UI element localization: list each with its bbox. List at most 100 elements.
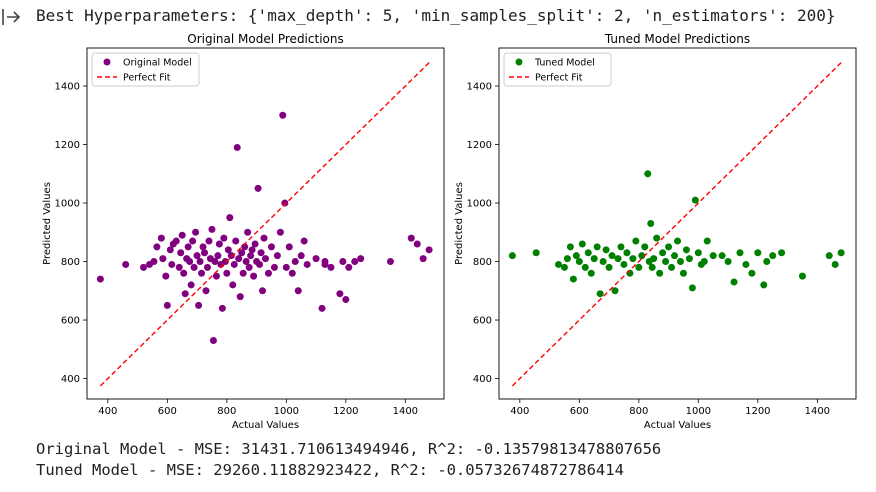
data-point: [209, 337, 217, 344]
data-point: [211, 258, 219, 266]
x-tick-label: 1400: [393, 406, 418, 417]
data-point: [247, 252, 255, 260]
data-point: [608, 252, 616, 260]
data-point: [386, 258, 394, 266]
data-point: [653, 234, 661, 242]
data-point: [632, 237, 640, 245]
data-point: [230, 260, 238, 268]
data-point: [709, 252, 717, 260]
data-point: [638, 252, 646, 260]
data-point: [798, 272, 806, 280]
data-point: [339, 258, 347, 266]
data-point: [214, 252, 222, 260]
y-tick-label: 1400: [467, 82, 492, 93]
data-point: [288, 269, 296, 277]
data-point: [718, 252, 726, 260]
y-tick-label: 1000: [467, 199, 492, 210]
legend-label: Tuned Model: [534, 58, 595, 69]
data-point: [825, 252, 833, 260]
data-point: [688, 284, 696, 292]
data-point: [560, 263, 568, 271]
data-point: [273, 252, 281, 260]
legend-marker: [515, 58, 523, 66]
x-tick-label: 1400: [805, 406, 830, 417]
data-point: [312, 255, 320, 263]
data-point: [742, 260, 750, 268]
y-tick-label: 600: [473, 316, 492, 327]
data-point: [345, 263, 353, 271]
data-point: [674, 237, 681, 245]
data-point: [724, 258, 732, 266]
data-point: [248, 246, 256, 254]
data-point: [532, 249, 540, 257]
y-axis-label: Predicted Values: [454, 182, 465, 265]
chart-title: Tuned Model Predictions: [604, 32, 750, 46]
data-point: [769, 252, 777, 260]
data-point: [198, 269, 206, 277]
data-point: [202, 287, 210, 295]
data-point: [763, 258, 771, 266]
data-point: [122, 260, 130, 268]
data-point: [195, 301, 203, 309]
data-point: [662, 258, 670, 266]
data-point: [262, 255, 269, 263]
data-point: [691, 196, 699, 204]
axes-frame: [86, 47, 445, 400]
data-point: [150, 258, 158, 266]
data-point: [168, 260, 176, 268]
scatter-plots-figure: Original Model Predictions 400 600 800 1000 1…: [42, 32, 857, 431]
x-axis-label: Actual Values: [644, 420, 711, 431]
data-point: [192, 228, 200, 236]
data-point: [614, 255, 622, 263]
data-point: [285, 243, 293, 251]
data-point: [270, 263, 278, 271]
data-point: [336, 290, 344, 298]
x-tick-label: 600: [570, 406, 589, 417]
data-point: [644, 170, 652, 178]
data-point: [175, 263, 183, 271]
data-point: [221, 258, 229, 266]
y-tick-label: 400: [61, 374, 80, 385]
data-point: [233, 143, 241, 151]
data-point: [140, 263, 148, 271]
data-point: [617, 243, 625, 251]
data-point: [239, 269, 247, 277]
chart-original: Original Model Predictions 400 600 800 1000 1…: [42, 32, 445, 431]
data-point: [748, 269, 756, 277]
x-tick-label: 1000: [686, 406, 711, 417]
data-point: [229, 281, 237, 289]
x-tick-label: 1200: [333, 406, 358, 417]
best-hyperparameters-text: Best Hyperparameters: {'max_depth': 5, '…: [36, 6, 836, 25]
data-point: [581, 263, 589, 271]
data-point: [251, 240, 259, 248]
original-model-metrics: Original Model - MSE: 31431.710613494946…: [36, 440, 662, 458]
data-point: [778, 249, 786, 257]
x-tick-label: 1200: [745, 406, 770, 417]
data-point: [596, 290, 604, 298]
data-point: [694, 249, 702, 257]
data-point: [599, 258, 607, 266]
data-point: [760, 281, 768, 289]
data-point: [264, 269, 272, 277]
data-point: [659, 249, 667, 257]
data-point: [648, 263, 656, 271]
data-point: [254, 184, 262, 192]
y-tick-label: 800: [61, 257, 80, 268]
perfect-fit-line: [511, 62, 842, 387]
data-point: [226, 214, 234, 222]
data-point: [260, 234, 268, 242]
data-point: [238, 249, 246, 257]
data-point: [163, 301, 171, 309]
perfect-fit-line: [99, 62, 430, 387]
data-point: [754, 249, 762, 257]
data-point: [563, 255, 571, 263]
data-point: [569, 275, 577, 283]
data-point: [208, 225, 216, 233]
data-point: [172, 237, 180, 245]
legend-label: Perfect Fit: [535, 73, 583, 84]
data-point: [647, 220, 655, 227]
data-point: [623, 249, 631, 257]
output-arrow-icon[interactable]: [0, 6, 22, 28]
data-point: [235, 255, 243, 263]
data-point: [294, 287, 302, 295]
